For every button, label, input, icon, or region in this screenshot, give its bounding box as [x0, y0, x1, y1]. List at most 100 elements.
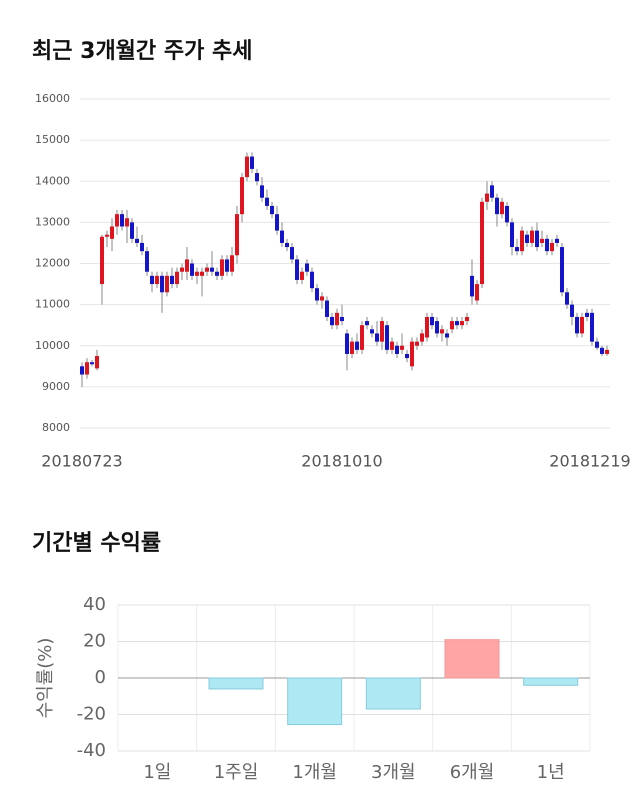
- candle-body: [355, 341, 359, 350]
- candle-body: [260, 185, 264, 198]
- candle-body: [505, 205, 509, 223]
- candle-body: [565, 292, 569, 305]
- candle-body: [395, 345, 399, 354]
- candle-body: [525, 234, 529, 243]
- y-tick-label: -20: [77, 704, 106, 725]
- candle-body: [470, 275, 474, 297]
- x-tick-label: 20181010: [301, 452, 382, 471]
- y-tick-label: 14000: [35, 174, 70, 187]
- candle-body: [400, 345, 404, 350]
- x-tick-label: 6개월: [450, 762, 495, 783]
- candle-body: [460, 321, 464, 326]
- chart-title: 기간별 수익률: [32, 531, 161, 556]
- candle-body: [85, 362, 89, 375]
- candle-body: [585, 312, 589, 317]
- candle-body: [540, 238, 544, 243]
- candle-body: [90, 362, 94, 365]
- candle-body: [305, 263, 309, 272]
- candle-body: [345, 333, 349, 354]
- y-axis-label: 수익률(%): [35, 638, 56, 719]
- candle-body: [325, 300, 329, 317]
- candle-body: [515, 247, 519, 252]
- candle-body: [490, 185, 494, 198]
- candle-body: [545, 238, 549, 252]
- x-tick-label: 1개월: [292, 762, 337, 783]
- candle-body: [480, 201, 484, 285]
- y-tick-label: 0: [95, 667, 106, 688]
- y-tick-label: 40: [83, 594, 106, 615]
- bar: [365, 677, 421, 710]
- x-tick-label: 20180723: [41, 452, 122, 471]
- candle-body: [125, 218, 129, 227]
- candle-body: [555, 238, 559, 243]
- candle-body: [135, 238, 139, 243]
- x-tick-label: 1년: [537, 762, 565, 783]
- candle-body: [120, 214, 124, 227]
- y-tick-label: 20: [83, 631, 106, 652]
- candle-body: [150, 275, 154, 285]
- x-tick-label: 1주일: [214, 762, 259, 783]
- candle-body: [390, 341, 394, 350]
- candle-body: [440, 329, 444, 334]
- candle-body: [145, 251, 149, 272]
- candle-body: [570, 304, 574, 317]
- y-tick-label: 12000: [35, 257, 70, 270]
- y-tick-label: 13000: [35, 215, 70, 228]
- candle-body: [190, 263, 194, 276]
- x-tick-label: 3개월: [371, 762, 416, 783]
- candle-body: [185, 259, 189, 272]
- candle-body: [350, 341, 354, 354]
- candle-body: [315, 288, 319, 301]
- candle-body: [385, 325, 389, 350]
- candle-body: [155, 275, 159, 285]
- chart-title: 최근 3개월간 주가 추세: [32, 39, 252, 64]
- bar: [444, 639, 500, 679]
- y-tick-label: 10000: [35, 339, 70, 352]
- candle-body: [600, 347, 604, 354]
- candle-body: [105, 234, 109, 237]
- candle-body: [580, 316, 584, 334]
- candle-body: [140, 242, 144, 252]
- candle-body: [290, 247, 294, 260]
- candle-body: [115, 214, 119, 227]
- candle-body: [80, 366, 84, 375]
- candle-body: [370, 329, 374, 334]
- candle-body: [365, 321, 369, 326]
- candle-body: [160, 275, 164, 293]
- candle-body: [200, 271, 204, 276]
- bar: [287, 677, 343, 726]
- candle-body: [270, 205, 274, 215]
- candle-body: [605, 349, 609, 354]
- candle-body: [530, 230, 534, 243]
- candle-body: [100, 236, 104, 285]
- candle-body: [415, 341, 419, 346]
- candle-body: [485, 193, 489, 202]
- candle-body: [465, 316, 469, 322]
- candle-body: [285, 242, 289, 248]
- candle-body: [450, 321, 454, 330]
- candle-body: [535, 230, 539, 248]
- candle-body: [510, 222, 514, 248]
- candle-body: [195, 271, 199, 276]
- candle-body: [445, 333, 449, 338]
- candle-body: [225, 259, 229, 272]
- candle-body: [320, 296, 324, 301]
- candle-body: [425, 316, 429, 338]
- y-tick-label: -40: [77, 740, 106, 761]
- candle-body: [300, 271, 304, 280]
- candle-body: [420, 333, 424, 342]
- candle-body: [295, 259, 299, 280]
- candle-body: [180, 267, 184, 272]
- candle-body: [110, 226, 114, 239]
- candle-body: [265, 197, 269, 206]
- bar: [523, 677, 579, 686]
- candle-body: [340, 316, 344, 322]
- y-tick-label: 11000: [35, 298, 70, 311]
- candle-body: [255, 173, 259, 182]
- candle-body: [375, 333, 379, 342]
- candle-body: [310, 271, 314, 289]
- candle-body: [330, 316, 334, 326]
- candle-body: [275, 214, 279, 231]
- y-tick-label: 8000: [42, 421, 70, 434]
